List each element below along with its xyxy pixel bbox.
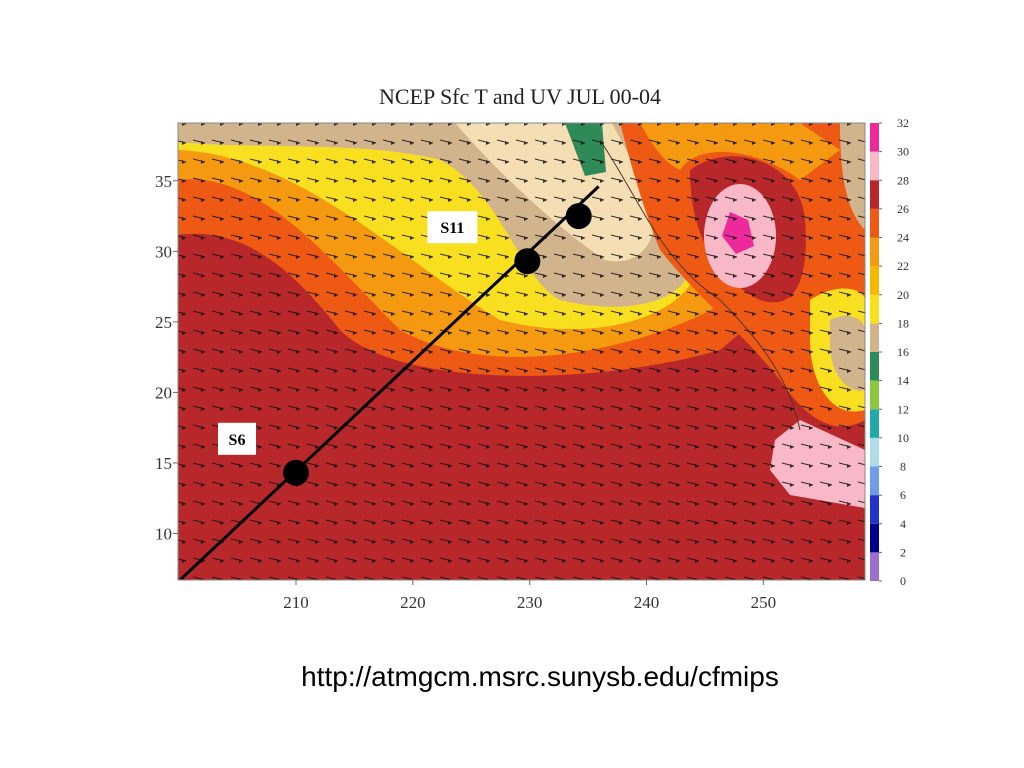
colorbar-label: 24 — [897, 231, 909, 245]
colorbar-label: 18 — [897, 316, 909, 330]
colorbar-bin — [870, 495, 879, 524]
colorbar-bin — [870, 266, 879, 295]
colorbar-bin — [870, 294, 879, 324]
station-label: S6 — [229, 432, 246, 449]
colorbar-label: 14 — [897, 374, 909, 388]
colorbar-bin — [870, 466, 879, 496]
colorbar-bin — [870, 151, 879, 181]
colorbar-label: 30 — [897, 145, 909, 159]
colorbar-label: 22 — [897, 259, 909, 273]
x-tick-label: 220 — [400, 593, 426, 612]
colorbar-bin — [870, 352, 879, 381]
colorbar-bin — [870, 208, 879, 238]
y-tick-label: 15 — [155, 454, 172, 473]
colorbar-bin — [870, 237, 879, 267]
colorbar-label: 16 — [897, 345, 909, 359]
colorbar-label: 2 — [900, 545, 906, 559]
plot-frame — [177, 122, 866, 581]
y-tick-label: 10 — [155, 524, 172, 543]
colorbar-label: 10 — [897, 431, 909, 445]
colorbar-bin — [870, 380, 879, 410]
colorbar-label: 26 — [897, 202, 909, 216]
colorbar-bin — [870, 523, 879, 553]
colorbar-bin — [870, 123, 879, 152]
source-url: http://atmgcm.msrc.sunysb.edu/cfmips — [301, 661, 779, 692]
x-tick-label: 230 — [517, 593, 543, 612]
y-tick-label: 25 — [155, 313, 172, 332]
colorbar-bin — [870, 323, 879, 352]
colorbar-label: 6 — [900, 488, 906, 502]
station-point — [283, 459, 310, 486]
colorbar-label: 32 — [897, 116, 909, 130]
colorbar-bin — [870, 409, 879, 438]
y-tick-label: 30 — [155, 242, 172, 261]
colorbar-label: 28 — [897, 173, 909, 187]
colorbar-label: 8 — [900, 460, 906, 474]
x-tick-label: 210 — [283, 593, 309, 612]
x-tick-label: 240 — [634, 593, 660, 612]
colorbar-bin — [870, 437, 879, 467]
temperature-field — [178, 123, 865, 580]
station-label: S11 — [440, 220, 464, 237]
colorbar-label: 12 — [897, 402, 909, 416]
colorbar-bin — [870, 180, 879, 209]
station-point — [514, 248, 541, 275]
colorbar-label: 4 — [900, 517, 906, 531]
station-label-box — [427, 211, 478, 244]
x-tick-label: 250 — [751, 593, 777, 612]
station-point — [565, 203, 592, 230]
y-tick-label: 20 — [155, 383, 172, 402]
colorbar-bin — [870, 552, 879, 581]
station-label-box — [218, 422, 257, 455]
y-tick-label: 35 — [155, 172, 172, 191]
colorbar-label: 20 — [897, 288, 909, 302]
colorbar-label: 0 — [900, 574, 906, 588]
map-title: NCEP Sfc T and UV JUL 00-04 — [379, 84, 661, 109]
